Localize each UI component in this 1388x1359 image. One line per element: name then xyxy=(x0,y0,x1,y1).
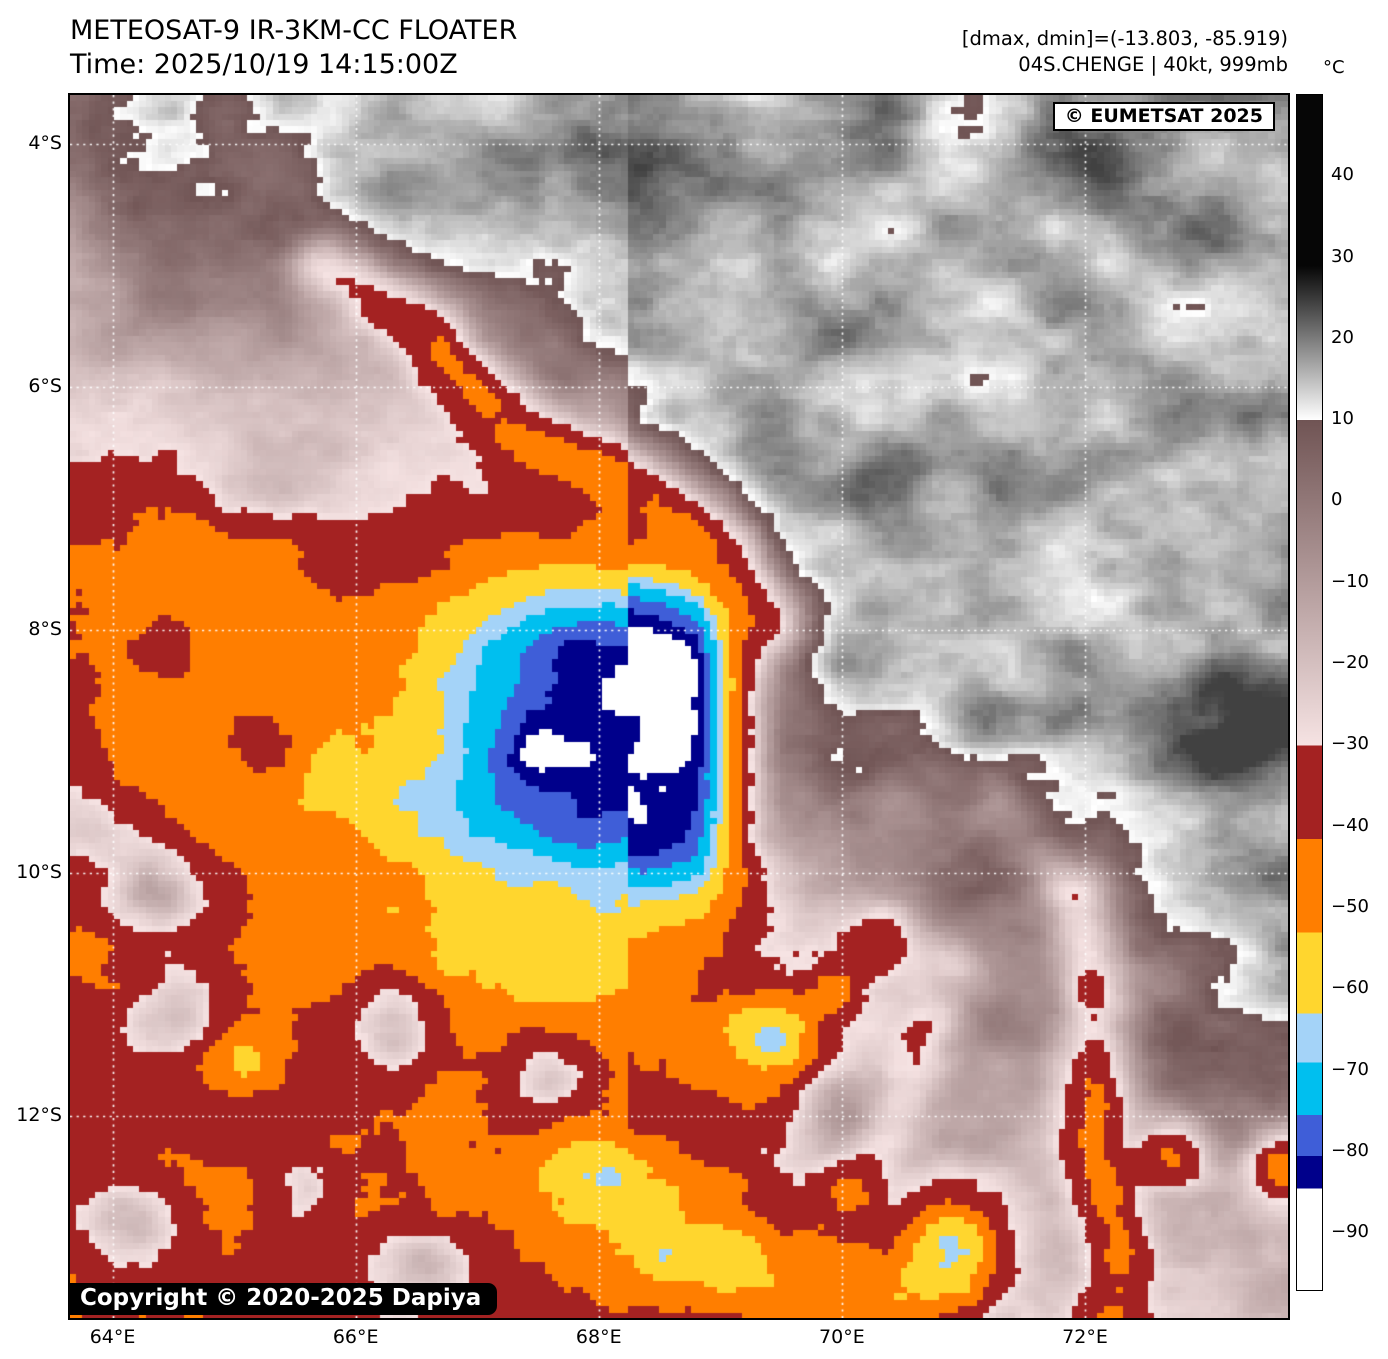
colorbar-tick-label: 30 xyxy=(1331,245,1354,267)
lat-tick-label: 6°S xyxy=(28,374,62,397)
colorbar-gradient xyxy=(1297,94,1322,1290)
storm-annotation: 04S.CHENGE | 40kt, 999mb xyxy=(1018,53,1288,76)
figure-timestamp: Time: 2025/10/19 14:15:00Z xyxy=(70,49,458,80)
colorbar-tick-label: 40 xyxy=(1331,164,1354,186)
lon-tick-label: 66°E xyxy=(332,1326,379,1348)
figure-title: METEOSAT-9 IR-3KM-CC FLOATER xyxy=(70,15,518,46)
colorbar-tick-label: −90 xyxy=(1331,1221,1369,1243)
colorbar xyxy=(1296,93,1323,1291)
colorbar-tick-label: 20 xyxy=(1331,326,1354,348)
colorbar-tick-label: −10 xyxy=(1331,570,1369,592)
colorbar-tick-label: 0 xyxy=(1331,489,1343,511)
colorbar-tick-label: −80 xyxy=(1331,1139,1369,1161)
colorbar-tick-label: −40 xyxy=(1331,814,1369,836)
colorbar-tick-label: −30 xyxy=(1331,733,1369,755)
annotation-block: [dmax, dmin]=(-13.803, -85.919) 04S.CHEN… xyxy=(962,26,1288,78)
satellite-map: © EUMETSAT 2025 Copyright © 2020-2025 Da… xyxy=(68,93,1290,1320)
lat-tick-label: 12°S xyxy=(16,1104,62,1127)
lat-tick-label: 10°S xyxy=(16,861,62,884)
colorbar-unit-label: °C xyxy=(1323,57,1345,78)
lat-tick-label: 8°S xyxy=(28,617,62,640)
satellite-imagery-canvas xyxy=(70,95,1288,1318)
colorbar-tick-label: −70 xyxy=(1331,1058,1369,1080)
colorbar-tick-label: −60 xyxy=(1331,977,1369,999)
dmax-dmin-annotation: [dmax, dmin]=(-13.803, -85.919) xyxy=(961,27,1288,50)
colorbar-tick-label: −20 xyxy=(1331,652,1369,674)
eumetsat-badge: © EUMETSAT 2025 xyxy=(1052,102,1275,131)
lon-tick-label: 70°E xyxy=(819,1326,865,1348)
lon-tick-label: 68°E xyxy=(575,1326,622,1348)
title-block: METEOSAT-9 IR-3KM-CC FLOATER Time: 2025/… xyxy=(70,14,517,82)
colorbar-tick-label: −50 xyxy=(1331,895,1369,917)
lon-tick-label: 64°E xyxy=(89,1326,136,1348)
copyright-badge: Copyright © 2020-2025 Dapiya xyxy=(68,1283,498,1315)
lat-tick-label: 4°S xyxy=(28,131,62,154)
colorbar-tick-label: 10 xyxy=(1331,408,1354,430)
lon-tick-label: 72°E xyxy=(1062,1326,1108,1348)
